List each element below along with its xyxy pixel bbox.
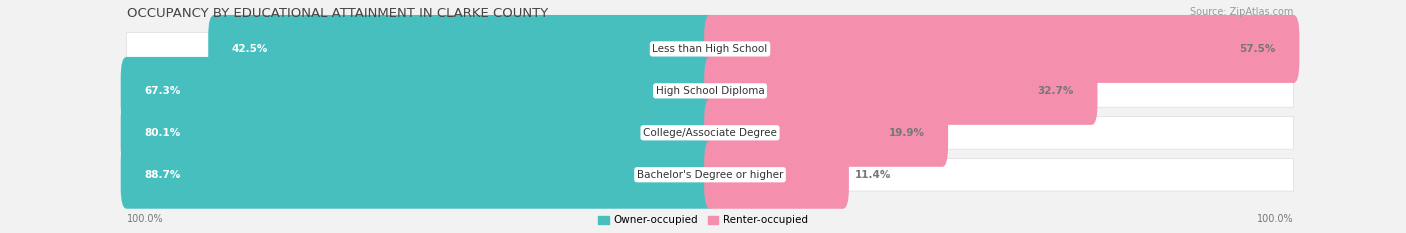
Text: 100.0%: 100.0% xyxy=(127,214,163,224)
Text: 32.7%: 32.7% xyxy=(1038,86,1074,96)
FancyBboxPatch shape xyxy=(121,141,716,209)
FancyBboxPatch shape xyxy=(121,99,716,167)
Text: 11.4%: 11.4% xyxy=(855,170,891,180)
FancyBboxPatch shape xyxy=(127,33,1294,65)
Text: Bachelor's Degree or higher: Bachelor's Degree or higher xyxy=(637,170,783,180)
FancyBboxPatch shape xyxy=(121,57,716,125)
FancyBboxPatch shape xyxy=(704,15,1299,83)
Text: 80.1%: 80.1% xyxy=(143,128,180,138)
FancyBboxPatch shape xyxy=(127,116,1294,149)
Text: 88.7%: 88.7% xyxy=(143,170,180,180)
FancyBboxPatch shape xyxy=(704,99,948,167)
Text: 57.5%: 57.5% xyxy=(1240,44,1277,54)
Text: 100.0%: 100.0% xyxy=(1257,214,1294,224)
FancyBboxPatch shape xyxy=(208,15,716,83)
FancyBboxPatch shape xyxy=(704,57,1098,125)
Text: Source: ZipAtlas.com: Source: ZipAtlas.com xyxy=(1189,7,1294,17)
Text: 19.9%: 19.9% xyxy=(889,128,925,138)
FancyBboxPatch shape xyxy=(127,158,1294,191)
FancyBboxPatch shape xyxy=(127,75,1294,107)
Text: High School Diploma: High School Diploma xyxy=(655,86,765,96)
FancyBboxPatch shape xyxy=(704,141,849,209)
Text: 67.3%: 67.3% xyxy=(143,86,180,96)
Text: College/Associate Degree: College/Associate Degree xyxy=(643,128,778,138)
Text: 42.5%: 42.5% xyxy=(232,44,269,54)
Text: Less than High School: Less than High School xyxy=(652,44,768,54)
Legend: Owner-occupied, Renter-occupied: Owner-occupied, Renter-occupied xyxy=(599,216,807,226)
Text: OCCUPANCY BY EDUCATIONAL ATTAINMENT IN CLARKE COUNTY: OCCUPANCY BY EDUCATIONAL ATTAINMENT IN C… xyxy=(127,7,548,20)
